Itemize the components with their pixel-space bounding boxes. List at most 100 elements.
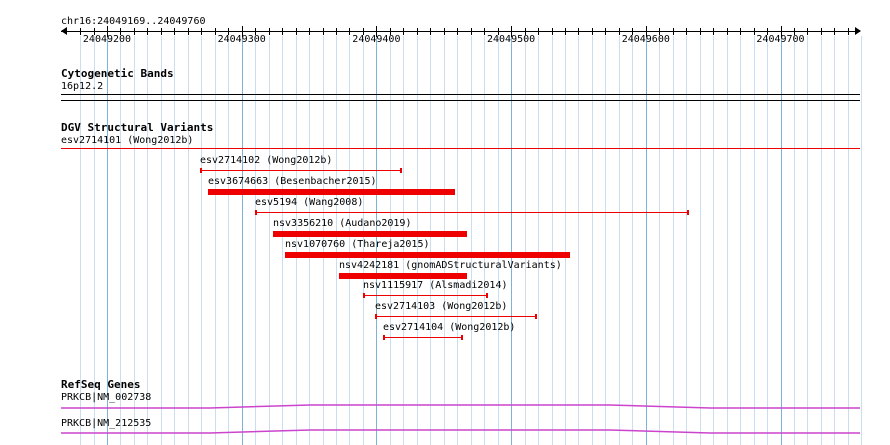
gene-line-nm-002738[interactable] [61, 404, 860, 409]
dgv-feature-bar[interactable] [273, 231, 467, 237]
ruler-location: chr16:24049169..24049760 [61, 16, 206, 27]
ruler-tick [673, 28, 674, 35]
dgv-feature-label: esv2714103 (Wong2012b) [375, 301, 508, 312]
ruler-right-arrow-icon [855, 27, 861, 35]
dgv-feature-bar[interactable] [375, 314, 537, 319]
dgv-feature-bar[interactable] [363, 293, 488, 298]
dgv-feature-label: nsv1115917 (Alsmadi2014) [363, 280, 508, 291]
ruler-left-arrow-icon [61, 27, 67, 35]
ruler-tick [659, 28, 660, 35]
dgv-feature-label: nsv3356210 (Audano2019) [273, 218, 412, 229]
ruler-tick [552, 28, 553, 35]
ruler-tick [242, 26, 243, 37]
ruler-tick [403, 28, 404, 35]
ruler-tick [848, 28, 849, 35]
ruler-tick [713, 28, 714, 35]
ruler-tick [228, 28, 229, 35]
ruler-tick [336, 28, 337, 35]
ruler-tick [430, 28, 431, 35]
ruler-tick [605, 28, 606, 35]
dgv-feature-endcap [486, 293, 488, 298]
track-title-dgv-structural-variants: DGV Structural Variants [61, 121, 214, 134]
dgv-feature-endcap [400, 168, 402, 173]
dgv-feature-label: esv2714102 (Wong2012b) [200, 155, 333, 166]
ruler-tick [821, 28, 822, 35]
ruler-tick [134, 28, 135, 35]
ruler-tick [349, 28, 350, 35]
ruler-tick [363, 28, 364, 35]
ruler-axis [61, 31, 860, 32]
ruler-tick [323, 28, 324, 35]
ruler-tick [834, 28, 835, 35]
dgv-feature-bar[interactable] [339, 273, 467, 279]
track-title-cytogenetic-bands: Cytogenetic Bands [61, 67, 174, 80]
dgv-feature-endcap [687, 210, 689, 215]
dgv-feature-bar[interactable] [285, 252, 570, 258]
ruler-tick-label: 24049400 [352, 34, 401, 45]
ruler-tick [80, 28, 81, 35]
ruler-tick [296, 28, 297, 35]
ruler-tick [147, 28, 148, 35]
gene-line-nm-212535[interactable] [61, 429, 860, 434]
ruler-tick [417, 28, 418, 35]
ruler-tick [740, 28, 741, 35]
ruler-tick [619, 28, 620, 35]
ruler-tick-label: 24049300 [217, 34, 266, 45]
track-title-refseq-genes: RefSeq Genes [61, 378, 141, 391]
ruler-tick [94, 28, 95, 35]
ruler-tick [484, 28, 485, 35]
ruler-tick-label: 24049200 [82, 34, 132, 45]
ruler-tick-label: 24049600 [621, 34, 670, 45]
ruler-tick [538, 28, 539, 35]
ruler-tick [754, 28, 755, 35]
dgv-feature-endcap [200, 168, 202, 173]
ruler-tick [309, 28, 310, 35]
dgv-summary-line[interactable] [61, 148, 860, 149]
dgv-feature-bar[interactable] [200, 168, 402, 173]
ruler-tick [781, 26, 782, 37]
ruler-tick-label: 24049500 [487, 34, 536, 45]
cytoband-line-bottom[interactable] [61, 100, 860, 101]
ruler-tick [120, 28, 121, 35]
ruler-tick [161, 28, 162, 35]
dgv-feature-label: esv2714104 (Wong2012b) [383, 322, 516, 333]
dgv-feature-bar[interactable] [208, 189, 455, 195]
ruler-tick [767, 28, 768, 35]
dgv-feature-endcap [375, 314, 377, 319]
cytoband-line-top[interactable] [61, 94, 860, 95]
dgv-summary-label: esv2714101 (Wong2012b) [61, 135, 194, 146]
ruler-tick [807, 28, 808, 35]
ruler-tick [794, 28, 795, 35]
ruler-tick [201, 28, 202, 35]
ruler-tick [174, 28, 175, 35]
ruler-tick [457, 28, 458, 35]
dgv-feature-endcap [255, 210, 257, 215]
ruler-tick [498, 28, 499, 35]
ruler-tick [511, 26, 512, 37]
dgv-feature-label: nsv4242181 (gnomADStructuralVariants) [339, 260, 562, 271]
dgv-feature-bar[interactable] [255, 210, 689, 215]
cytoband-label: 16p12.2 [61, 81, 104, 92]
dgv-feature-bar[interactable] [383, 335, 463, 340]
dgv-feature-label: esv5194 (Wang2008) [255, 197, 364, 208]
dgv-feature-endcap [461, 335, 463, 340]
ruler-tick [269, 28, 270, 35]
ruler-tick [107, 26, 108, 37]
ruler-tick [255, 28, 256, 35]
ruler-tick [632, 28, 633, 35]
dgv-feature-endcap [363, 293, 365, 298]
ruler-tick [592, 28, 593, 35]
dgv-feature-endcap [535, 314, 537, 319]
ruler-tick-label: 24049700 [756, 34, 805, 45]
ruler-tick [727, 28, 728, 35]
gene-label-nm-212535: PRKCB|NM_212535 [61, 418, 152, 429]
ruler-tick [700, 28, 701, 35]
ruler-tick [444, 28, 445, 35]
ruler-tick [282, 28, 283, 35]
ruler-tick [188, 28, 189, 35]
ruler-tick [578, 28, 579, 35]
ruler-tick [215, 28, 216, 35]
ruler-tick [565, 28, 566, 35]
